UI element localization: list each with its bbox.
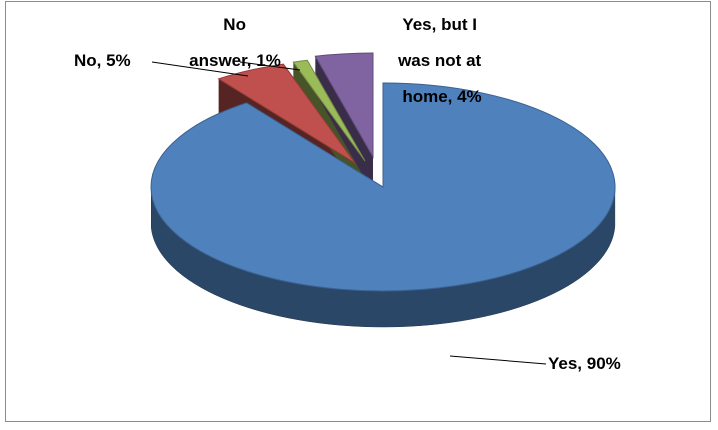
pie-slice-yes (150, 82, 616, 292)
pie-slice-yes-but-i-was-not-at-home (314, 52, 374, 159)
data-label-no: No, 5% (74, 51, 131, 70)
leader-line-no (151, 61, 249, 77)
data-label-yes: Yes, 90% (548, 354, 621, 373)
leader-lines (151, 61, 547, 365)
pie-slice-no-answer (292, 59, 366, 162)
data-label-no-answer: No answer, 1% (189, 15, 281, 70)
data-label-yes-not-home: Yes, but I was not at home, 4% (397, 15, 486, 106)
pie-slice-no (217, 63, 356, 164)
leader-line-yes (449, 355, 547, 365)
leader-line-no-answer (239, 61, 301, 71)
pie-tops (150, 52, 616, 292)
